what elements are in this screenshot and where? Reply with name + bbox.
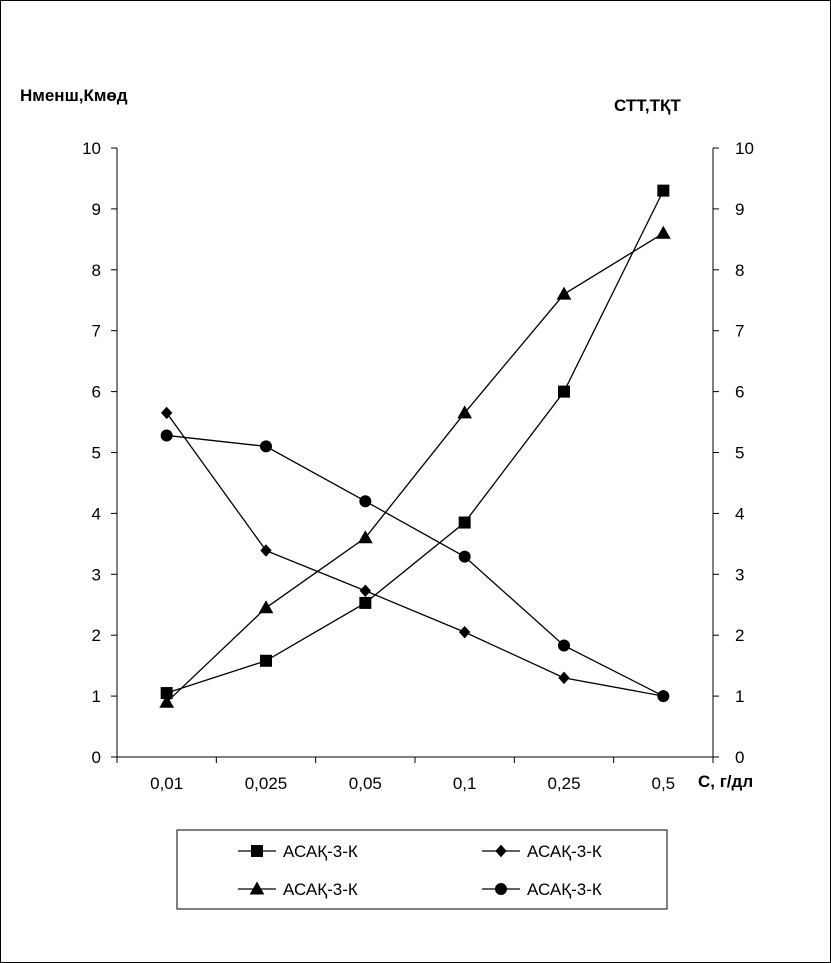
data-point-circle xyxy=(657,690,670,703)
legend-marker-triangle xyxy=(249,881,265,895)
legend-label: АСАҚ-3-К xyxy=(283,880,358,899)
data-point-triangle xyxy=(159,694,175,708)
series-group xyxy=(159,184,671,708)
series-line-diamond xyxy=(166,412,664,697)
left-y-tick-label: 4 xyxy=(92,504,101,523)
left-y-tick-label: 2 xyxy=(92,626,101,645)
right-y-tick-label: 10 xyxy=(735,139,754,158)
right-y-tick-label: 4 xyxy=(735,504,744,523)
legend-label: АСАҚ-3-К xyxy=(283,842,358,861)
legend-item-diamond: АСАҚ-3-К xyxy=(482,842,602,861)
axes xyxy=(111,147,719,763)
right-y-tick-label: 5 xyxy=(735,444,744,463)
right-y-tick-label: 8 xyxy=(735,261,744,280)
legend-marker-diamond xyxy=(495,844,507,858)
series-line-square xyxy=(166,190,664,694)
data-point-diamond xyxy=(359,584,372,597)
x-tick-label: 0,1 xyxy=(453,774,477,793)
series-square xyxy=(160,184,670,700)
right-y-tick-labels: 0 1 2 3 4 5 6 7 8 9 10 xyxy=(735,139,754,767)
legend-item-triangle: АСАҚ-3-К xyxy=(238,880,358,899)
x-tick-label: 0,025 xyxy=(245,774,288,793)
right-y-tick-label: 3 xyxy=(735,565,744,584)
right-y-axis-label: СТТ,ТҚТ xyxy=(614,96,681,115)
right-y-tick-label: 2 xyxy=(735,626,744,645)
data-point-square xyxy=(359,596,372,609)
legend-item-circle: АСАҚ-3-К xyxy=(482,880,602,899)
legend-label: АСАҚ-3-К xyxy=(527,842,602,861)
data-point-diamond xyxy=(160,406,173,420)
data-point-diamond xyxy=(558,671,570,685)
x-tick-label: 0,05 xyxy=(349,774,382,793)
data-point-triangle xyxy=(655,225,671,239)
right-y-tick-label: 7 xyxy=(735,322,744,341)
data-point-square xyxy=(458,516,471,529)
left-y-tick-label: 9 xyxy=(92,200,101,219)
x-axis-label: С, г/дл xyxy=(698,772,753,791)
right-y-tick-label: 9 xyxy=(735,200,744,219)
data-point-square xyxy=(558,385,570,398)
data-point-circle xyxy=(260,440,272,453)
data-point-circle xyxy=(458,550,471,563)
left-y-tick-label: 1 xyxy=(92,687,101,706)
left-y-axis-label: Нменш,Кмөд xyxy=(20,86,128,105)
x-tick-label: 0,5 xyxy=(652,774,676,793)
left-y-tick-label: 5 xyxy=(92,444,101,463)
left-y-tick-label: 6 xyxy=(92,383,101,402)
left-y-tick-label: 0 xyxy=(92,748,101,767)
data-point-diamond xyxy=(260,544,272,557)
data-point-triangle xyxy=(258,600,274,614)
right-y-tick-label: 0 xyxy=(735,748,744,767)
left-y-tick-labels: 0 1 2 3 4 5 6 7 8 9 10 xyxy=(82,139,101,767)
right-y-tick-label: 6 xyxy=(735,383,744,402)
series-line-triangle xyxy=(166,232,664,703)
data-point-square xyxy=(657,184,670,197)
left-y-tick-label: 7 xyxy=(92,322,101,341)
right-y-tick-label: 1 xyxy=(735,687,744,706)
data-point-triangle xyxy=(556,286,572,300)
legend-label: АСАҚ-3-К xyxy=(527,880,602,899)
x-tick-label: 0,01 xyxy=(150,774,183,793)
data-point-triangle xyxy=(457,405,473,419)
left-y-tick-label: 3 xyxy=(92,565,101,584)
data-point-triangle xyxy=(357,530,373,544)
x-tick-labels: 0,01 0,025 0,05 0,1 0,25 0,5 xyxy=(150,774,675,793)
data-point-diamond xyxy=(458,625,471,639)
left-y-tick-label: 10 xyxy=(82,139,101,158)
x-tick-label: 0,25 xyxy=(547,774,580,793)
legend: АСАҚ-3-К АСАҚ-3-К АСАҚ-3-К АСАҚ-3-К xyxy=(176,829,668,910)
legend-marker-circle xyxy=(495,883,507,895)
data-point-square xyxy=(260,654,272,667)
left-y-tick-label: 8 xyxy=(92,261,101,280)
legend-marker-square xyxy=(251,845,263,857)
data-point-circle xyxy=(160,429,173,442)
series-circle xyxy=(160,429,670,703)
data-point-circle xyxy=(558,639,570,652)
series-line-circle xyxy=(166,434,664,697)
series-triangle xyxy=(159,225,671,708)
data-point-circle xyxy=(359,495,372,508)
series-diamond xyxy=(160,406,670,703)
legend-item-square: АСАҚ-3-К xyxy=(238,842,358,861)
legend-box xyxy=(176,829,668,910)
